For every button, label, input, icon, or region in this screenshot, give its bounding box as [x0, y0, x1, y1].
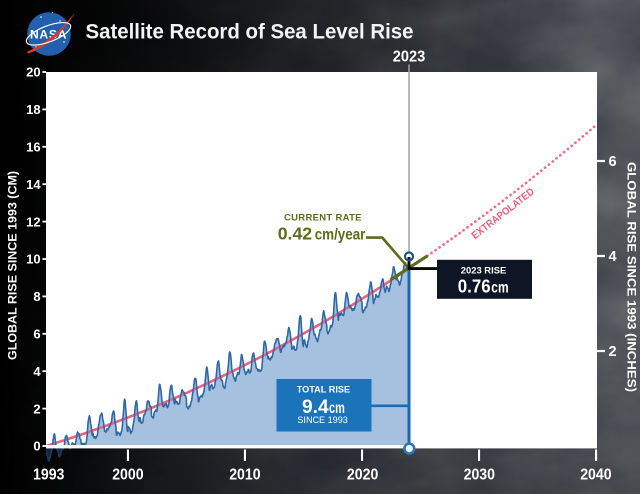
svg-text:16: 16 — [26, 140, 40, 155]
svg-text:0.42: 0.42 — [278, 223, 313, 243]
svg-text:0.76: 0.76 — [458, 277, 491, 298]
svg-text:12: 12 — [26, 214, 40, 229]
svg-text:GLOBAL RISE SINCE 1993 (CM): GLOBAL RISE SINCE 1993 (CM) — [6, 171, 20, 360]
svg-text:2: 2 — [609, 344, 617, 360]
svg-text:6: 6 — [33, 327, 40, 342]
svg-text:CURRENT RATE: CURRENT RATE — [284, 213, 362, 224]
svg-text:2023: 2023 — [393, 49, 425, 66]
svg-text:SINCE 1993: SINCE 1993 — [297, 415, 347, 425]
svg-text:6: 6 — [609, 154, 617, 170]
svg-text:NASA: NASA — [30, 27, 67, 41]
svg-text:0: 0 — [33, 439, 40, 454]
svg-text:4: 4 — [33, 364, 41, 379]
svg-text:9.4: 9.4 — [302, 396, 329, 418]
svg-text:8: 8 — [33, 289, 40, 304]
svg-text:cm/year: cm/year — [315, 226, 366, 243]
svg-text:10: 10 — [26, 252, 40, 267]
svg-text:2023 RISE: 2023 RISE — [461, 265, 507, 276]
svg-text:1993: 1993 — [33, 467, 64, 484]
svg-text:GLOBAL RISE SINCE 1993 (INCHES: GLOBAL RISE SINCE 1993 (INCHES) — [625, 162, 639, 392]
svg-text:2040: 2040 — [580, 467, 611, 484]
svg-text:2000: 2000 — [112, 467, 143, 484]
svg-text:2010: 2010 — [229, 467, 260, 484]
svg-text:Satellite Record of Sea Level: Satellite Record of Sea Level Rise — [86, 21, 414, 44]
svg-text:4: 4 — [609, 249, 617, 265]
svg-text:20: 20 — [26, 65, 40, 80]
svg-text:cm: cm — [491, 280, 508, 297]
svg-text:2: 2 — [33, 401, 40, 416]
svg-text:14: 14 — [26, 177, 41, 192]
svg-text:TOTAL RISE: TOTAL RISE — [297, 384, 350, 394]
svg-text:2020: 2020 — [347, 467, 378, 484]
svg-text:cm: cm — [329, 400, 345, 417]
svg-text:18: 18 — [26, 102, 40, 117]
svg-text:2030: 2030 — [464, 467, 495, 484]
